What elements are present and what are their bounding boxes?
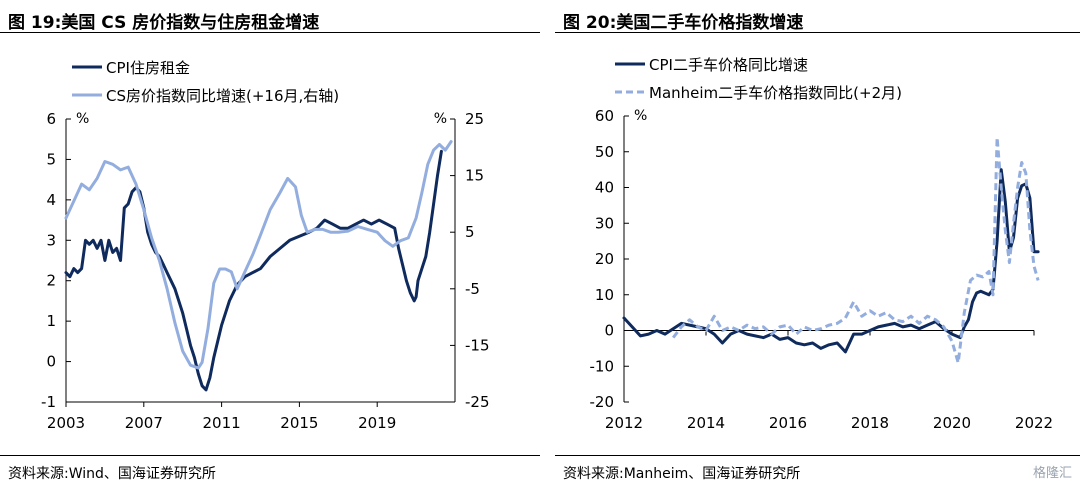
series-line-1	[64, 149, 443, 392]
y2-tick-label: -25	[465, 393, 490, 411]
x-tick-label: 2016	[769, 414, 807, 432]
series-line-2	[64, 140, 453, 370]
x-tick-label: 2012	[605, 414, 643, 432]
x-tick-label: 2020	[933, 414, 971, 432]
source-note: 资料来源:Wind、国海证券研究所	[8, 466, 216, 482]
y-unit-label: %	[76, 111, 89, 127]
line-chart-used-cars: -20 -10 0 10 20 30 40 50 60 % 2012 2014 2016 2018 2020…	[590, 56, 1054, 432]
y-tick-label: 60	[595, 107, 614, 125]
x-tick-label: 2014	[687, 414, 725, 432]
y-tick-label: 0	[604, 322, 614, 340]
x-tick-label: 2007	[125, 414, 163, 432]
legend-label: Manheim二手车价格指数同比(+2月)	[649, 84, 902, 102]
y-tick-label: -1	[41, 393, 56, 411]
y-tick-label: 6	[46, 110, 56, 128]
y-tick-label: 0	[46, 353, 56, 371]
y2-unit-label: %	[434, 111, 447, 127]
title-rule	[555, 32, 1080, 33]
figure-title: 图 19:美国 CS 房价指数与住房租金增速	[8, 13, 320, 33]
y-tick-label: 1	[46, 312, 56, 330]
y-tick-label: 20	[595, 250, 614, 268]
y2-tick-label: -15	[465, 336, 490, 354]
source-rule	[555, 455, 1080, 456]
legend-label: CPI二手车价格同比增速	[649, 56, 808, 74]
y2-tick-label: 25	[465, 110, 484, 128]
y-tick-label: -10	[590, 357, 615, 375]
source-rule	[0, 455, 540, 456]
y-tick-label: 2	[46, 272, 56, 290]
y2-tick-label: 5	[465, 223, 475, 241]
legend-label: CS房价指数同比增速(+16月,右轴)	[106, 87, 339, 105]
y-tick-label: 4	[46, 191, 56, 209]
x-tick-label: 2019	[358, 414, 396, 432]
y-tick-label: 5	[46, 150, 56, 168]
legend-label: CPI住房租金	[106, 59, 190, 77]
y-tick-label: 50	[595, 143, 614, 161]
chart-panel-left: 图 19:美国 CS 房价指数与住房租金增速 -1 0 1 2 3 4 5 6% -25 -15-…	[0, 13, 540, 482]
x-tick-label: 2018	[851, 414, 889, 432]
title-rule	[0, 32, 540, 33]
x-tick-label: 2015	[280, 414, 318, 432]
figure-title: 图 20:美国二手车价格指数增速	[563, 13, 804, 33]
source-note: 资料来源:Manheim、国海证券研究所	[563, 466, 801, 482]
line-chart-housing: -1 0 1 2 3 4 5 6 % -25 -15 -5 5 15 25% 2003 2007 2011 2015…	[41, 59, 490, 432]
y-tick-label: 30	[595, 214, 614, 232]
series-line-2	[672, 135, 1040, 365]
y-tick-label: -20	[590, 393, 615, 411]
y-tick-label: 40	[595, 179, 614, 197]
chart-panel-right: 图 20:美国二手车价格指数增速 -20 -10 0 10 20 30 40 50 60% 201…	[555, 0, 1080, 492]
watermark: 格隆汇	[1032, 466, 1072, 481]
y2-tick-label: -5	[465, 280, 480, 298]
y2-tick-label: 15	[465, 167, 484, 185]
x-tick-label: 2003	[47, 414, 85, 432]
x-tick-label: 2022	[1015, 414, 1053, 432]
y-tick-label: 3	[46, 231, 56, 249]
y-unit-label: %	[634, 108, 647, 124]
x-tick-label: 2011	[203, 414, 241, 432]
y-tick-label: 10	[595, 286, 614, 304]
